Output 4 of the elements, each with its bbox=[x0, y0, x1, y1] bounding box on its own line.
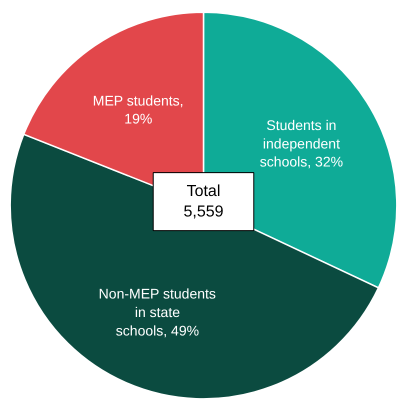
slice-label: MEP students, 19% bbox=[92, 92, 184, 127]
slice-label: Students in independent schools, 32% bbox=[260, 116, 344, 170]
text: Total 5,559 bbox=[183, 182, 224, 220]
slice-label: Non-MEP students in state schools, 49% bbox=[98, 286, 216, 338]
